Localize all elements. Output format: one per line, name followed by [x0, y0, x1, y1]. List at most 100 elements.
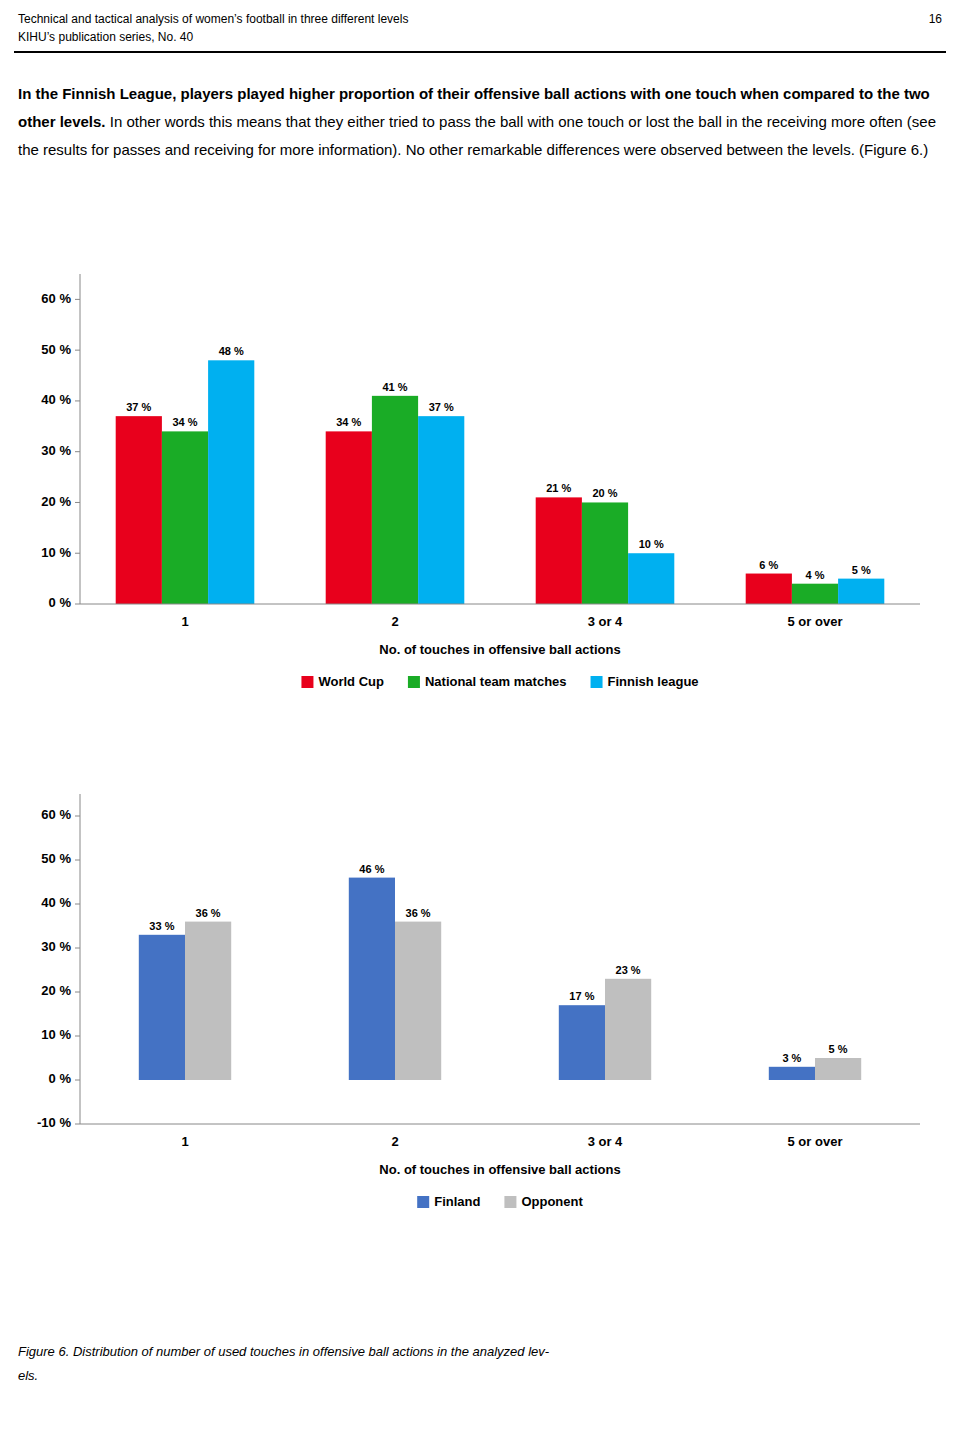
data-label: 48 %: [219, 345, 244, 357]
y-tick: [75, 992, 80, 993]
bar: [162, 431, 208, 604]
bar: [792, 584, 838, 604]
data-label: 37 %: [429, 401, 454, 413]
y-tick-label: 60 %: [41, 291, 71, 306]
data-label: 36 %: [196, 907, 221, 919]
x-tick-label: 5 or over: [788, 1134, 843, 1149]
legend: Finland Opponent: [417, 1194, 583, 1209]
legend-item: Finnish league: [591, 674, 699, 689]
bar: [208, 360, 254, 604]
chart: -10 %0 %10 %20 %30 %40 %50 %60 %33 %46 %…: [0, 770, 960, 1240]
y-tick: [75, 860, 80, 861]
y-tick: [75, 816, 80, 817]
y-tick: [75, 1080, 80, 1081]
y-tick: [75, 1036, 80, 1037]
header-line: KIHU’s publication series, No. 40: [18, 30, 193, 44]
data-label: 5 %: [829, 1043, 848, 1055]
legend-label: Finland: [434, 1194, 480, 1209]
bar: [628, 553, 674, 604]
data-label: 6 %: [759, 559, 778, 571]
data-labels: 33 % 46 % 17 % 3 % 36 % 36 % 23 % 5 %: [149, 863, 847, 1064]
data-label: 21 %: [546, 482, 571, 494]
legend-item: National team matches: [408, 674, 567, 689]
y-tick-label: 50 %: [41, 342, 71, 357]
bar: [418, 416, 464, 604]
x-tick-label: 3 or 4: [588, 1134, 623, 1149]
legend-label: World Cup: [318, 674, 384, 689]
y-tick-label: -10 %: [37, 1115, 71, 1130]
y-tick-label: 40 %: [41, 895, 71, 910]
legend-item: World Cup: [301, 674, 384, 689]
legend-swatch: [408, 676, 420, 688]
y-axis-line: [80, 794, 81, 1124]
x-tick-label: 1: [181, 614, 188, 629]
x-axis-label: No. of touches in offensive ball actions: [379, 642, 620, 657]
legend: World Cup National team matches Finnish le…: [301, 674, 698, 689]
y-tick: [75, 350, 80, 351]
data-labels: 37 %34 %21 %6 %34 %41 %20 %4 %48 %37 %10…: [126, 345, 871, 580]
bars: [139, 878, 861, 1080]
bar: [139, 935, 185, 1080]
bar: [815, 1058, 861, 1080]
y-tick: [75, 904, 80, 905]
y-tick-label: 0 %: [49, 1071, 72, 1086]
x-tick-label: 5 or over: [788, 614, 843, 629]
paragraph-normal: In other words this means that they eith…: [18, 113, 940, 158]
data-label: 3 %: [782, 1052, 801, 1064]
paragraph: In the Finnish League, players played hi…: [18, 80, 942, 164]
y-tick-label: 20 %: [41, 983, 71, 998]
bar: [582, 502, 628, 604]
data-label: 36 %: [406, 907, 431, 919]
bar: [838, 579, 884, 604]
y-tick: [75, 451, 80, 452]
y-tick: [75, 948, 80, 949]
legend-item: Opponent: [504, 1194, 583, 1209]
y-tick-label: 40 %: [41, 392, 71, 407]
bar: [536, 497, 582, 604]
bar: [372, 396, 418, 604]
data-label: 46 %: [359, 863, 384, 875]
header-rule: [14, 51, 946, 53]
chart: 0 %10 %20 %30 %40 %50 %60 %37 %34 %21 %6…: [0, 250, 960, 720]
y-tick: [75, 400, 80, 401]
y-tick: [75, 553, 80, 554]
y-tick-label: 30 %: [41, 939, 71, 954]
legend-label: Finnish league: [608, 674, 699, 689]
bar: [326, 431, 372, 604]
bar: [746, 574, 792, 604]
bar: [605, 979, 651, 1080]
y-tick-label: 0 %: [49, 595, 72, 610]
x-tick-label: 3 or 4: [588, 614, 623, 629]
x-axis-line: [80, 604, 920, 605]
bars: [116, 360, 885, 604]
y-tick-label: 20 %: [41, 494, 71, 509]
x-tick-label: 2: [391, 1134, 398, 1149]
data-label: 34 %: [172, 416, 197, 428]
legend-item: Finland: [417, 1194, 480, 1209]
data-label: 41 %: [382, 381, 407, 393]
header-line: Technical and tactical analysis of women…: [18, 12, 408, 26]
y-tick: [75, 299, 80, 300]
legend-label: National team matches: [425, 674, 567, 689]
y-axis-line: [80, 274, 81, 604]
legend-swatch: [301, 676, 313, 688]
caption-line: Figure 6. Distribution of number of used…: [18, 1340, 942, 1364]
page-number: 16: [929, 12, 942, 26]
data-label: 17 %: [569, 990, 594, 1002]
data-label: 23 %: [616, 964, 641, 976]
y-tick: [75, 502, 80, 503]
data-label: 20 %: [592, 487, 617, 499]
legend-swatch: [417, 1196, 429, 1208]
y-tick-label: 50 %: [41, 851, 71, 866]
legend-swatch: [591, 676, 603, 688]
data-label: 33 %: [149, 920, 174, 932]
y-tick-label: 10 %: [41, 545, 71, 560]
data-label: 10 %: [639, 538, 664, 550]
data-label: 34 %: [336, 416, 361, 428]
legend-swatch: [504, 1196, 516, 1208]
x-tick-label: 1: [181, 1134, 188, 1149]
data-label: 5 %: [852, 564, 871, 576]
bar: [116, 416, 162, 604]
bar: [559, 1005, 605, 1080]
x-axis-line: [80, 1124, 920, 1125]
